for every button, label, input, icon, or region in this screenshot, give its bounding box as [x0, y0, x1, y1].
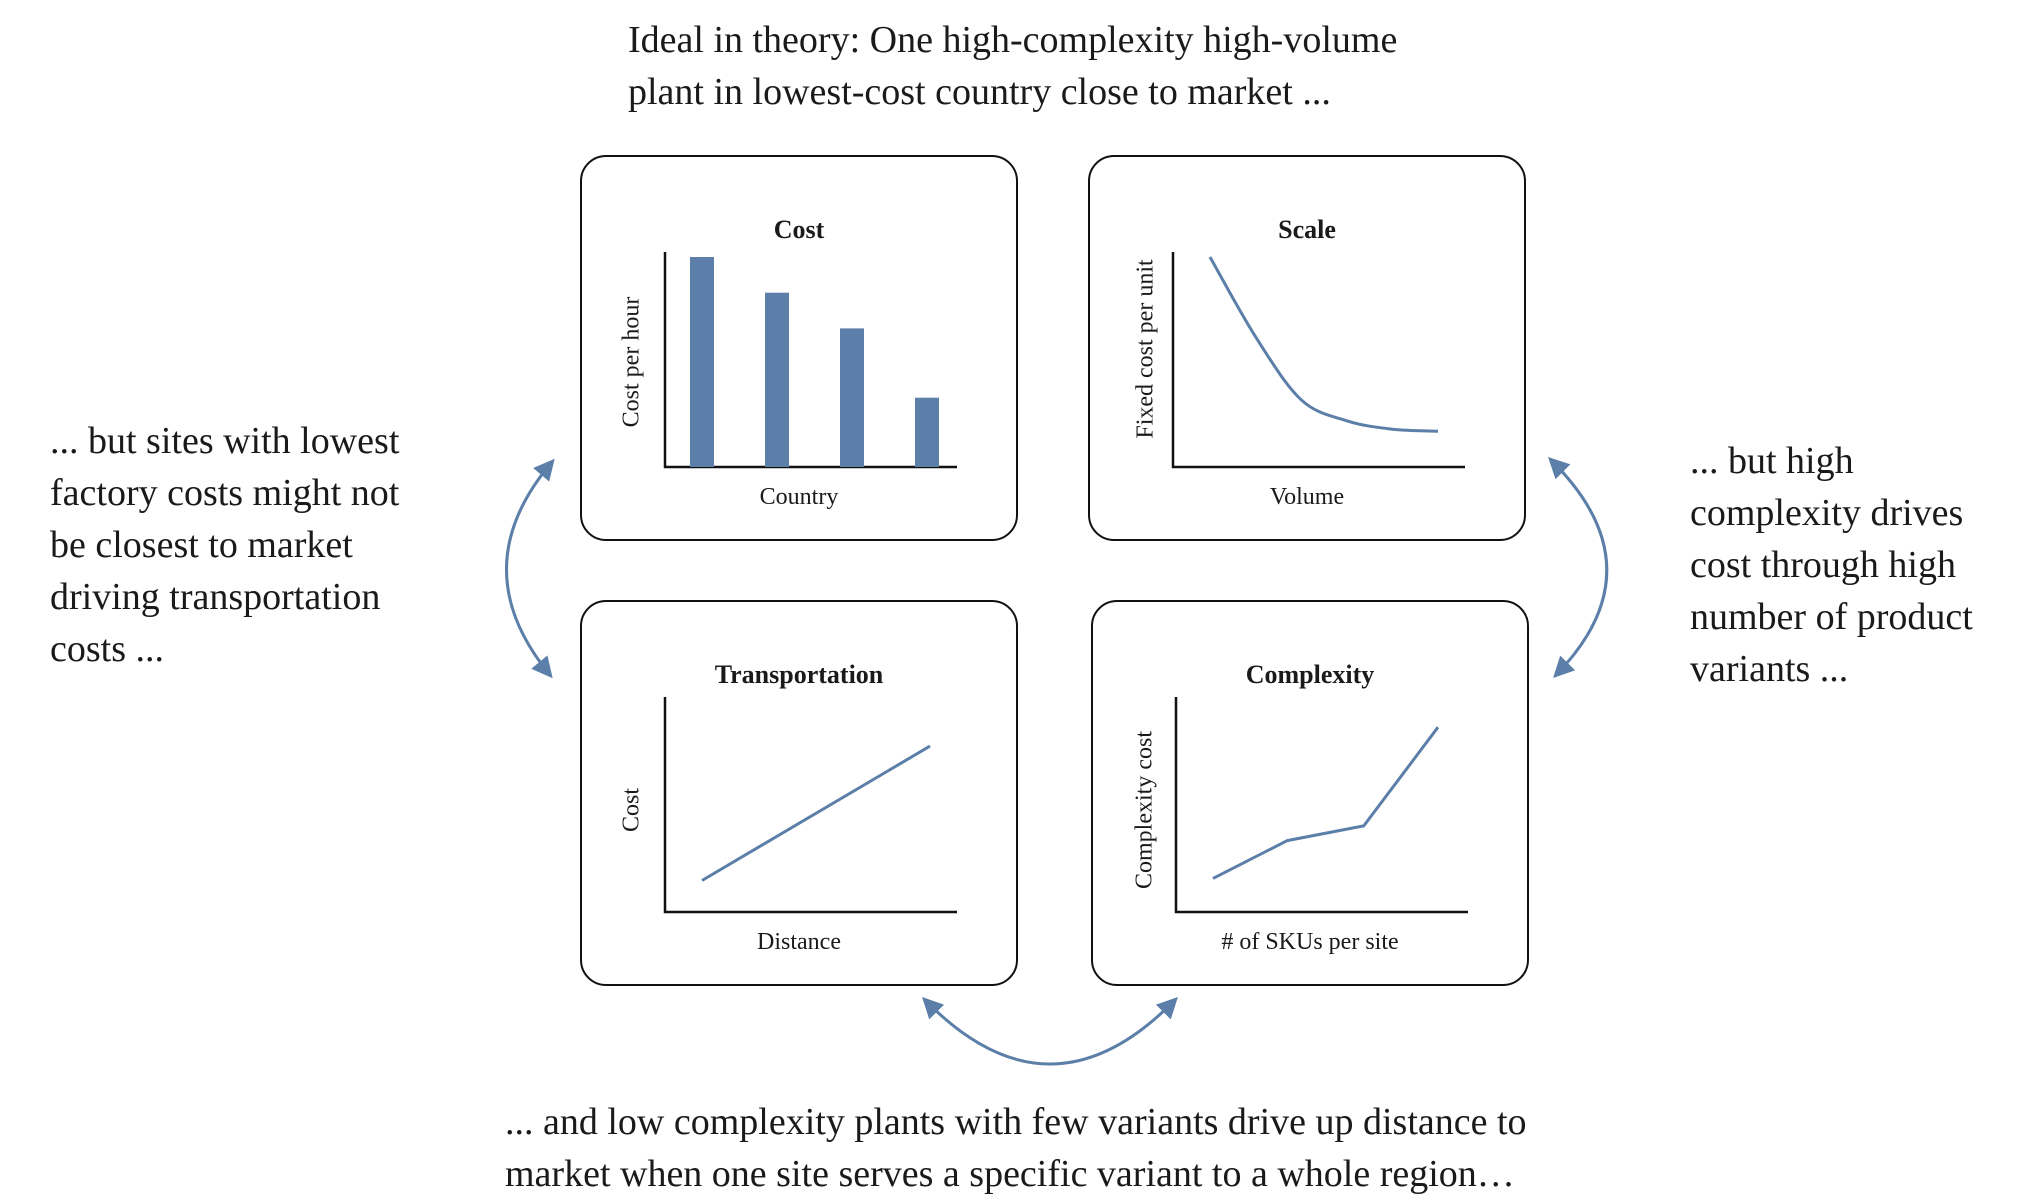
chart-bar: [840, 328, 864, 467]
complexity-panel: Complexity Complexity cost # of SKUs per…: [1091, 600, 1529, 986]
cost-panel: Cost Cost per hour Country: [580, 155, 1018, 541]
panel-title: Complexity: [1245, 660, 1375, 689]
chart-axes: [1171, 252, 1465, 469]
left-note-line: be closest to market: [50, 524, 353, 566]
top-note-line: Ideal in theory: One high-complexity hig…: [628, 19, 1398, 61]
bottom-double-arrow: [922, 996, 1178, 1066]
chart-line: [1212, 726, 1440, 880]
scale-panel: Scale Fixed cost per unit Volume: [1088, 155, 1526, 541]
right-note-line: variants ...: [1690, 648, 1849, 690]
chart-bar: [915, 397, 939, 467]
bottom-note-line: ... and low complexity plants with few v…: [505, 1101, 1527, 1143]
left-double-arrow: [505, 458, 555, 679]
x-axis-label: # of SKUs per site: [1221, 929, 1399, 955]
right-double-arrow: [1548, 457, 1609, 679]
right-note-line: complexity drives: [1690, 492, 1964, 534]
bottom-note-line: market when one site serves a specific v…: [505, 1153, 1515, 1195]
left-note-line: ... but sites with lowest: [50, 420, 400, 462]
chart-line: [701, 744, 931, 882]
bottom-note: ... and low complexity plants with few v…: [505, 1096, 1527, 1200]
cost-plot: [663, 252, 957, 469]
left-note-line: factory costs might not: [50, 472, 400, 514]
right-note-line: number of product: [1690, 596, 1973, 638]
x-axis-label: Country: [759, 484, 839, 510]
x-axis-label: Volume: [1269, 484, 1345, 510]
transportation-plot: [663, 697, 957, 914]
chart-axes: [1174, 697, 1468, 914]
top-note: Ideal in theory: One high-complexity hig…: [628, 14, 1397, 118]
right-note-line: cost through high: [1690, 544, 1956, 586]
chart-bar: [765, 292, 789, 467]
chart-axes: [663, 697, 957, 914]
left-note: ... but sites with lowest factory costs …: [50, 415, 399, 675]
complexity-plot: [1174, 697, 1468, 914]
panel-title: Cost: [773, 215, 825, 244]
right-note: ... but high complexity drives cost thro…: [1690, 435, 1973, 695]
chart-bar: [690, 257, 714, 467]
transportation-panel: Transportation Cost Distance: [580, 600, 1018, 986]
chart-line: [1208, 256, 1439, 433]
left-note-line: costs ...: [50, 628, 164, 670]
panel-title: Transportation: [714, 660, 884, 689]
top-note-line: plant in lowest-cost country close to ma…: [628, 71, 1331, 113]
x-axis-label: Distance: [757, 929, 841, 955]
left-note-line: driving transportation: [50, 576, 381, 618]
scale-plot: [1171, 252, 1465, 469]
right-note-line: ... but high: [1690, 440, 1854, 482]
panel-title: Scale: [1278, 215, 1336, 244]
